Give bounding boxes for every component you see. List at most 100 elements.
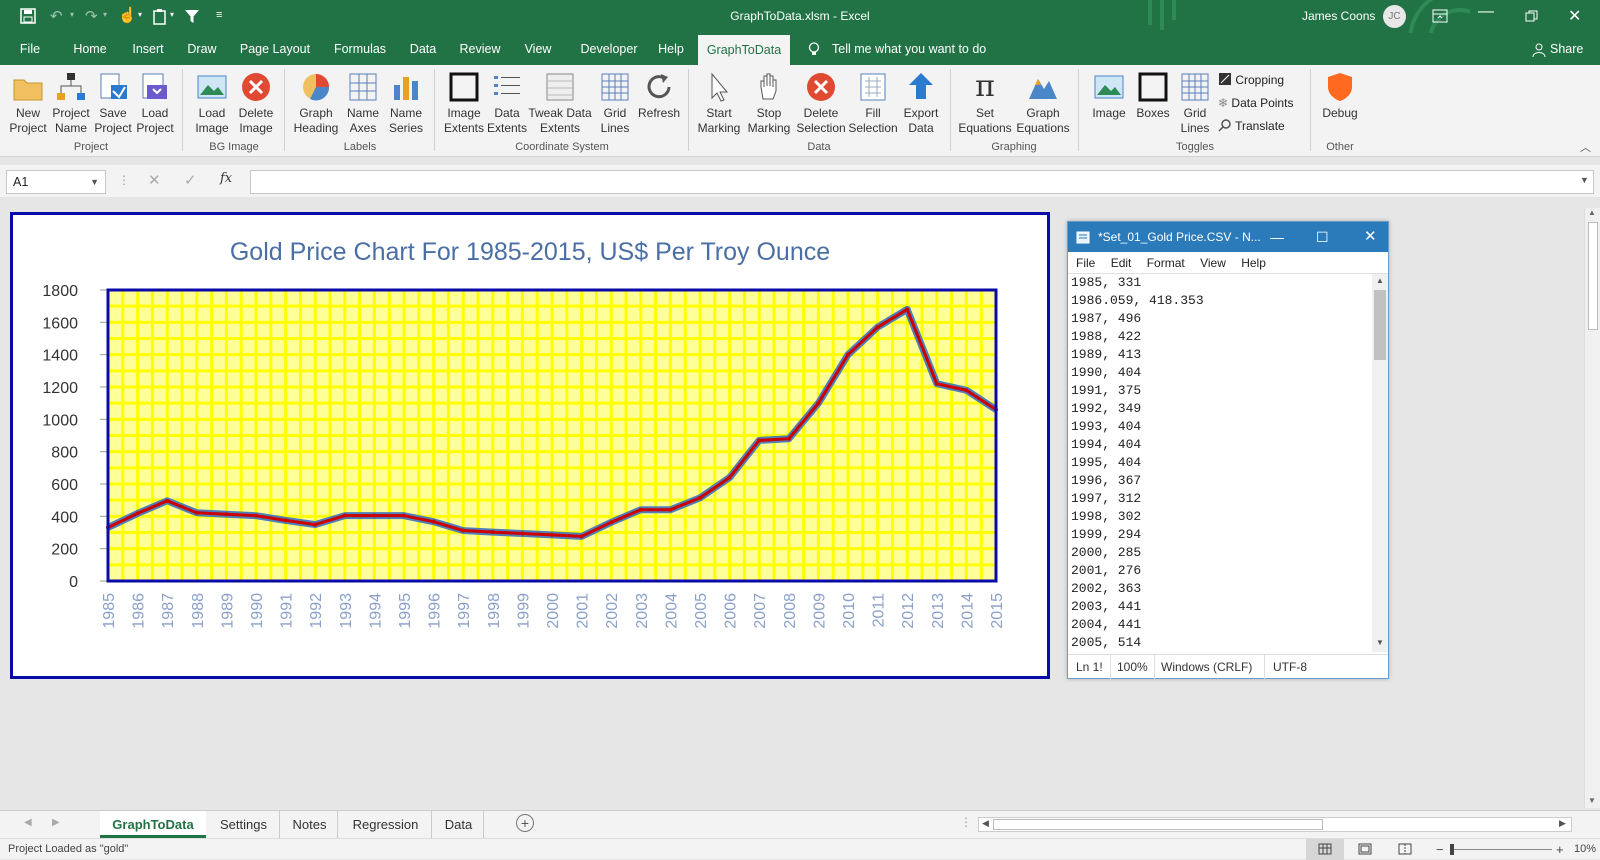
- user-name[interactable]: James Coons: [1302, 9, 1376, 23]
- tab-split-grip-icon[interactable]: ⋮: [960, 815, 972, 829]
- share-button[interactable]: Share: [1550, 42, 1584, 56]
- grid-lines-button[interactable]: Grid Lines: [594, 69, 636, 143]
- scroll-up-icon[interactable]: ▲: [1588, 208, 1596, 217]
- zoom-in-icon[interactable]: +: [1556, 842, 1564, 857]
- notepad-maximize-icon[interactable]: ☐: [1316, 229, 1329, 245]
- horizontal-scrollbar-thumb[interactable]: [993, 819, 1323, 830]
- tweak-data-extents-button[interactable]: Tweak Data Extents: [528, 69, 592, 143]
- zoom-percentage[interactable]: 10%: [1574, 843, 1597, 855]
- scroll-left-icon[interactable]: ◀: [982, 818, 989, 828]
- sheet-tab-settings[interactable]: Settings: [208, 811, 280, 838]
- data-extents-button[interactable]: Data Extents: [486, 69, 528, 143]
- insert-function-button[interactable]: fx: [220, 171, 233, 186]
- undo-dropdown-icon[interactable]: ▾: [70, 10, 75, 19]
- sheet-tab-graphtodata[interactable]: GraphToData: [100, 811, 206, 838]
- vertical-scrollbar[interactable]: ▲ ▼: [1584, 208, 1600, 808]
- expand-formula-bar-icon[interactable]: ▼: [1580, 175, 1589, 185]
- redo-dropdown-icon[interactable]: ▾: [103, 10, 108, 19]
- zoom-slider-thumb[interactable]: [1450, 844, 1454, 855]
- load-project-button[interactable]: Load Project: [134, 69, 176, 143]
- tab-graphtodata[interactable]: GraphToData: [698, 35, 790, 65]
- cancel-icon[interactable]: ✕: [148, 172, 161, 189]
- boxes-toggle-button[interactable]: Boxes: [1132, 69, 1174, 143]
- ribbon-display-options-icon[interactable]: [1432, 9, 1448, 23]
- notepad-menu-view[interactable]: View: [1200, 256, 1226, 270]
- notepad-menu-edit[interactable]: Edit: [1110, 256, 1132, 270]
- tab-developer[interactable]: Developer: [580, 42, 638, 56]
- zoom-out-icon[interactable]: −: [1436, 842, 1444, 857]
- delete-selection-button[interactable]: Delete Selection: [794, 69, 848, 143]
- name-series-button[interactable]: Name Series: [384, 69, 428, 143]
- graph-equations-button[interactable]: Graph Equations: [1014, 69, 1072, 143]
- notepad-text-area[interactable]: 1985, 331 1986.059, 418.353 1987, 496 1988,…: [1068, 274, 1374, 652]
- touch-mode-icon[interactable]: ☝: [118, 7, 137, 24]
- start-marking-button[interactable]: Start Marking: [694, 69, 744, 143]
- notepad-minimize-icon[interactable]: —: [1270, 229, 1284, 245]
- name-axes-button[interactable]: Name Axes: [342, 69, 384, 143]
- customize-qat-icon[interactable]: ≡: [216, 9, 223, 21]
- notepad-scroll-down-icon[interactable]: ▼: [1376, 638, 1384, 647]
- notepad-scrollbar[interactable]: ▲ ▼: [1372, 274, 1388, 652]
- translate-toggle[interactable]: Translate: [1218, 117, 1285, 135]
- data-points-toggle[interactable]: ❄ Data Points: [1218, 96, 1294, 110]
- close-icon[interactable]: ✕: [1568, 8, 1582, 25]
- tab-file[interactable]: File: [19, 42, 41, 56]
- scrollbar-thumb[interactable]: [1588, 222, 1598, 330]
- touch-dropdown-icon[interactable]: ▾: [138, 10, 143, 19]
- delete-image-button[interactable]: Delete Image: [234, 69, 278, 143]
- undo-icon[interactable]: ↶: [50, 8, 63, 25]
- paste-icon[interactable]: [152, 8, 168, 25]
- horizontal-scrollbar[interactable]: ◀ ▶: [978, 817, 1572, 832]
- graph-heading-button[interactable]: Graph Heading: [292, 69, 340, 143]
- normal-view-button[interactable]: [1306, 839, 1344, 860]
- tab-help[interactable]: Help: [658, 42, 684, 56]
- save-icon[interactable]: [20, 8, 36, 24]
- image-toggle-button[interactable]: Image: [1086, 69, 1132, 143]
- image-extents-button[interactable]: Image Extents: [442, 69, 486, 143]
- debug-button[interactable]: Debug: [1316, 69, 1364, 143]
- tab-formulas[interactable]: Formulas: [333, 42, 387, 56]
- notepad-close-icon[interactable]: ✕: [1364, 228, 1377, 245]
- notepad-menu-file[interactable]: File: [1076, 256, 1096, 270]
- page-layout-view-icon[interactable]: [1358, 843, 1372, 855]
- formula-input[interactable]: [250, 170, 1594, 194]
- chart-image[interactable]: Gold Price Chart For 1985-2015, US$ Per …: [10, 212, 1050, 679]
- notepad-scroll-up-icon[interactable]: ▲: [1376, 276, 1384, 285]
- set-equations-button[interactable]: π Set Equations: [958, 69, 1012, 136]
- tell-me-search[interactable]: Tell me what you want to do: [832, 42, 987, 56]
- paste-dropdown-icon[interactable]: ▾: [170, 10, 175, 19]
- minimize-icon[interactable]: —: [1478, 3, 1494, 20]
- tab-view[interactable]: View: [524, 42, 552, 56]
- load-image-button[interactable]: Load Image: [190, 69, 234, 143]
- enter-icon[interactable]: ✓: [184, 172, 197, 189]
- zoom-slider[interactable]: [1452, 849, 1552, 850]
- filter-icon[interactable]: [184, 9, 200, 24]
- notepad-title-bar[interactable]: *Set_01_Gold Price.CSV - N... — ☐ ✕: [1068, 222, 1388, 252]
- redo-icon[interactable]: ↷: [85, 8, 98, 25]
- tab-insert[interactable]: Insert: [132, 42, 164, 56]
- notepad-menu-format[interactable]: Format: [1146, 256, 1185, 270]
- notepad-window[interactable]: *Set_01_Gold Price.CSV - N... — ☐ ✕ File…: [1067, 221, 1389, 679]
- project-name-button[interactable]: Project Name: [50, 69, 92, 143]
- tab-home[interactable]: Home: [73, 42, 107, 56]
- new-project-button[interactable]: New Project: [6, 69, 50, 143]
- next-sheet-icon[interactable]: ▶: [52, 817, 60, 828]
- cropping-toggle[interactable]: Cropping: [1218, 71, 1284, 89]
- page-break-view-icon[interactable]: [1398, 843, 1412, 855]
- restore-icon[interactable]: [1525, 10, 1538, 23]
- save-project-button[interactable]: Save Project: [92, 69, 134, 143]
- prev-sheet-icon[interactable]: ◀: [24, 817, 32, 828]
- sheet-tab-data[interactable]: Data: [434, 811, 484, 838]
- notepad-menu-help[interactable]: Help: [1241, 256, 1266, 270]
- tab-data[interactable]: Data: [409, 42, 437, 56]
- sheet-tab-notes[interactable]: Notes: [282, 811, 338, 838]
- tab-page-layout[interactable]: Page Layout: [239, 42, 311, 56]
- stop-marking-button[interactable]: Stop Marking: [744, 69, 794, 143]
- notepad-scrollbar-thumb[interactable]: [1374, 290, 1386, 360]
- scroll-down-icon[interactable]: ▼: [1588, 796, 1596, 805]
- export-data-button[interactable]: Export Data: [898, 69, 944, 143]
- fill-selection-button[interactable]: Fill Selection: [848, 69, 898, 143]
- grid-lines-toggle-button[interactable]: Grid Lines: [1174, 69, 1216, 143]
- add-sheet-icon[interactable]: +: [516, 814, 534, 832]
- refresh-button[interactable]: Refresh: [636, 69, 682, 143]
